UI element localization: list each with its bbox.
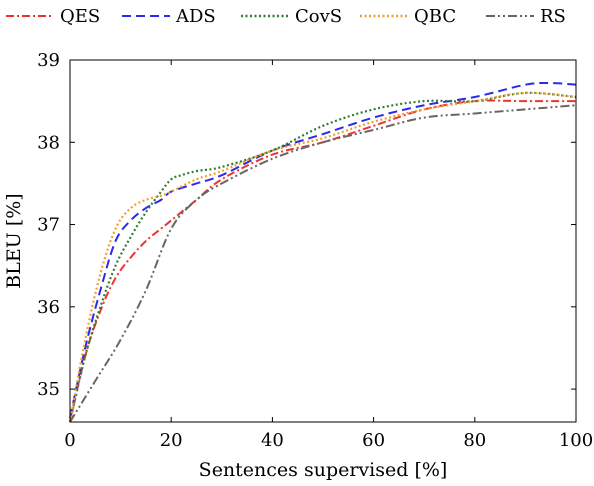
x-tick-label: 20 bbox=[160, 430, 183, 451]
y-tick-label: 36 bbox=[37, 297, 60, 318]
x-tick-label: 100 bbox=[559, 430, 593, 451]
x-tick-label: 0 bbox=[64, 430, 75, 451]
x-axis-title: Sentences supervised [%] bbox=[199, 459, 448, 481]
legend-label-qbc: QBC bbox=[414, 6, 456, 27]
x-tick-label: 80 bbox=[463, 430, 486, 451]
legend: QES ADS CovS QBC RS bbox=[6, 6, 566, 27]
series-line-ads bbox=[69, 81, 577, 419]
axis-ticks: 0 20 40 60 80 100 35 36 37 38 39 bbox=[37, 50, 593, 451]
y-tick-label: 35 bbox=[37, 379, 60, 400]
y-tick-label: 39 bbox=[37, 50, 60, 71]
series-line-qbc bbox=[68, 91, 577, 423]
legend-label-covs: CovS bbox=[295, 6, 342, 27]
y-tick-label: 38 bbox=[37, 132, 60, 153]
series-line-qes bbox=[69, 99, 576, 423]
y-axis-title: BLEU [%] bbox=[3, 193, 25, 288]
plot-frame bbox=[69, 59, 577, 423]
legend-label-rs: RS bbox=[540, 6, 566, 27]
series-line-covs bbox=[68, 91, 577, 423]
y-tick-label: 37 bbox=[37, 215, 60, 236]
x-tick-label: 60 bbox=[362, 430, 385, 451]
series-line-rs bbox=[69, 104, 577, 423]
legend-label-qes: QES bbox=[60, 6, 100, 27]
legend-label-ads: ADS bbox=[175, 6, 216, 27]
plot-lines bbox=[68, 81, 577, 423]
x-tick-label: 40 bbox=[261, 430, 284, 451]
